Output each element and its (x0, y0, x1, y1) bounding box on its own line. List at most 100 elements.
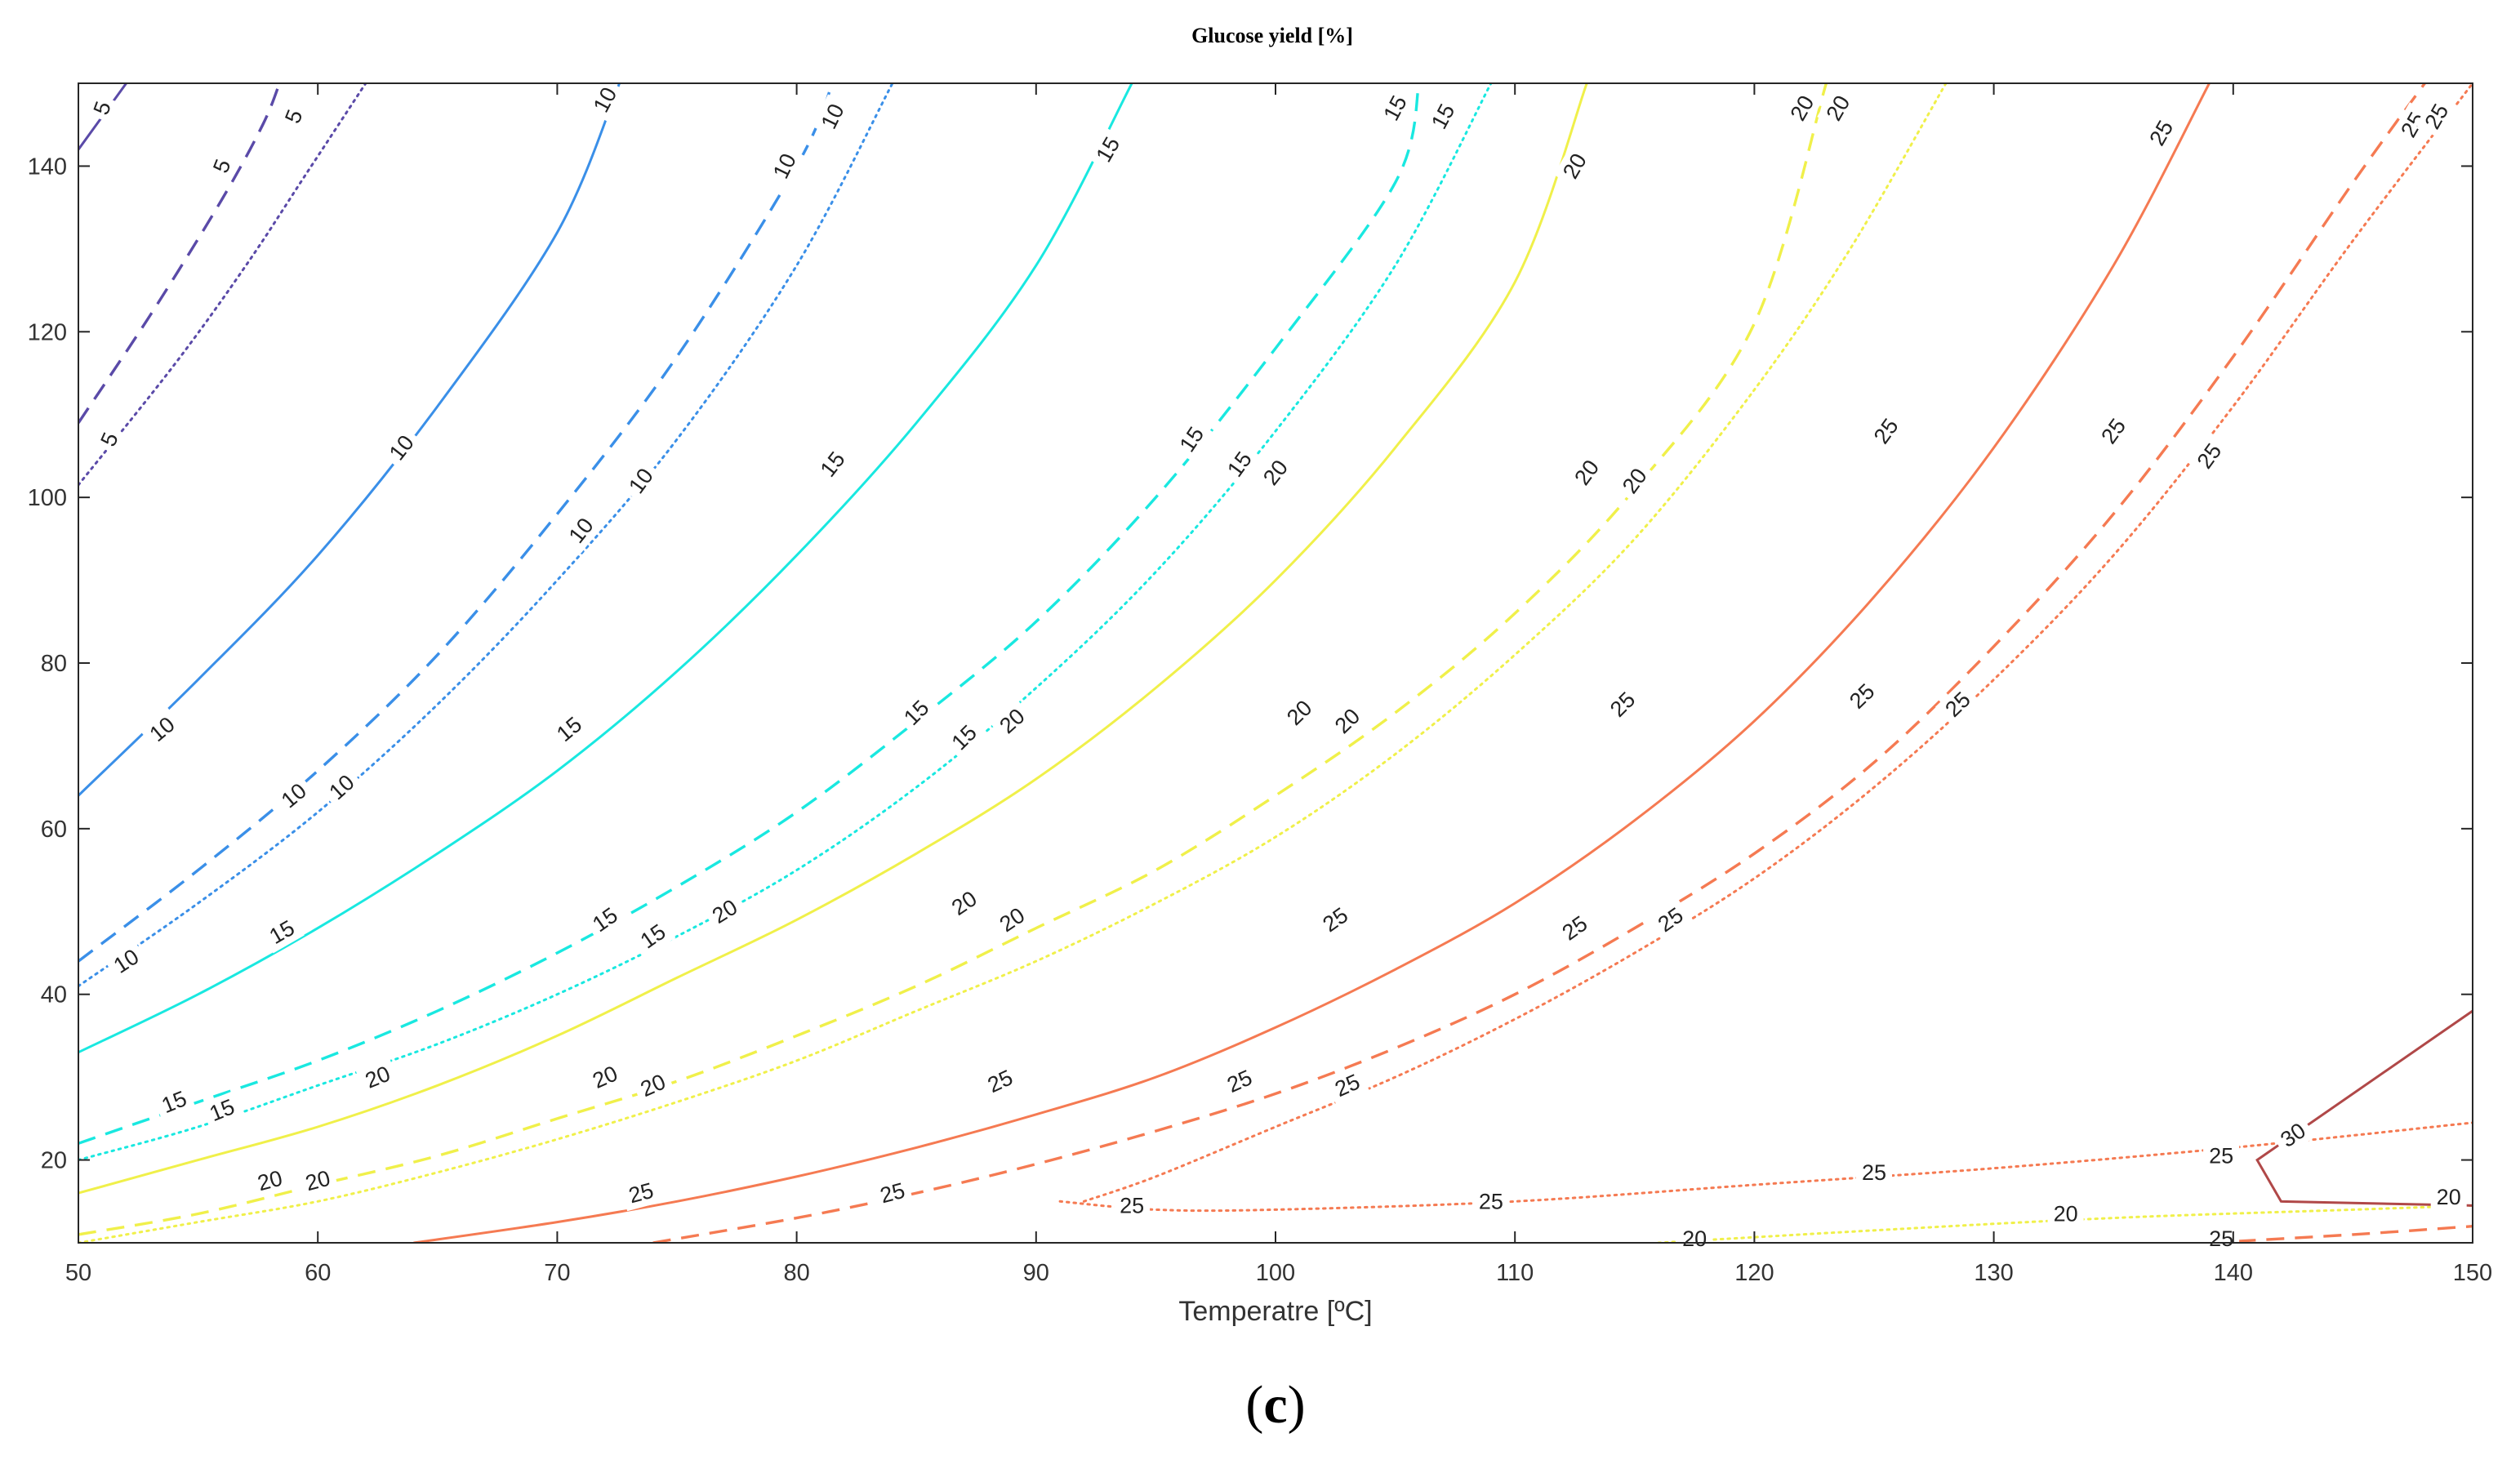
contour-label: 25 (1120, 1193, 1144, 1217)
contour-label-background (893, 690, 939, 736)
contour-label-background (1170, 416, 1213, 462)
contour-label-background (630, 1065, 675, 1106)
contour-label-background (2047, 1200, 2084, 1228)
contour-label-background (1553, 143, 1596, 189)
contour-label-background (1552, 906, 1598, 950)
contour-label-group: 25 (620, 1174, 662, 1212)
contour-label-group: 20 (296, 1162, 339, 1200)
contour-line-25-solid (413, 83, 2211, 1243)
contour-label-group: 5 (92, 423, 127, 456)
contour-line-25-dashed-lower (2209, 1225, 2473, 1243)
contour-label-background (2415, 94, 2458, 140)
contour-line-10-dashed (78, 83, 835, 963)
panel-label: (c) (1245, 1375, 1305, 1435)
contour-label-background (1325, 1065, 1370, 1106)
x-tick-label: 80 (783, 1260, 809, 1286)
contour-line-15-dotted (78, 83, 1493, 1162)
x-tick-label: 50 (65, 1260, 91, 1286)
contour-label-background (1276, 690, 1322, 736)
contour-label-background (139, 706, 185, 752)
contour-label: 20 (2054, 1202, 2078, 1226)
contour-label-background (1114, 1191, 1151, 1220)
contour-label-group: 15 (152, 1082, 197, 1122)
contour-label-group: 20 (2430, 1183, 2467, 1212)
contour-label-background (271, 773, 317, 818)
contour-label-background (989, 898, 1035, 941)
contour-line-10-solid (78, 83, 621, 797)
contour-label-background (1325, 698, 1370, 744)
contour-label-background (701, 890, 748, 933)
contour-label-background (2430, 1183, 2467, 1212)
contour-label-group: 20 (1276, 690, 1322, 736)
contour-label-group: 25 (2091, 408, 2135, 454)
y-tick-label: 80 (41, 651, 67, 677)
contour-label-group: 20 (1253, 449, 1298, 496)
x-tick-label: 100 (1256, 1260, 1295, 1286)
y-tick-label: 120 (28, 319, 67, 345)
contour-label-background (379, 425, 424, 471)
contour-line-5-dotted (78, 83, 367, 487)
contour-line-20-dotted-lower (1657, 1204, 2473, 1243)
contour-label-group: 5 (85, 92, 119, 123)
contour-label: 20 (2437, 1185, 2461, 1209)
panel-label-letter: c (1263, 1375, 1287, 1435)
contour-label-background (205, 150, 239, 182)
contour-label-background (1781, 85, 1823, 131)
contour-label-group: 25 (1114, 1191, 1151, 1220)
contour-label-background (630, 915, 676, 959)
x-tick-label: 130 (1974, 1260, 2013, 1286)
contour-label-background (620, 1174, 662, 1212)
contour-label-background (355, 1057, 400, 1097)
contour-label-group: 25 (2203, 1142, 2240, 1170)
contour-label-background (1600, 682, 1645, 728)
y-tick-label: 20 (41, 1148, 67, 1174)
contour-label: 25 (2209, 1226, 2233, 1251)
contour-label-group: 25 (871, 1174, 914, 1212)
contour-label-background (1935, 682, 1981, 728)
contour-label-group: 25 (1856, 1158, 1892, 1186)
panel-label-open: ( (1245, 1375, 1263, 1435)
contour-label-background (2091, 408, 2135, 454)
contour-line-15-solid (78, 83, 1133, 1054)
contour-label-background (584, 77, 626, 122)
contour-label-background (942, 881, 987, 925)
contour-label-background (1864, 408, 1908, 454)
contour-label-background (248, 1162, 292, 1200)
contour-label: 25 (2209, 1144, 2233, 1168)
contour-label-background (277, 100, 311, 132)
y-tick-label: 40 (41, 982, 67, 1008)
contour-label-background (1312, 897, 1359, 941)
contour-label-background (2187, 433, 2232, 479)
contour-line-30-solid (2255, 1009, 2473, 1207)
contour-label-background (559, 507, 603, 554)
chart-title: Glucose yield [%] (1191, 24, 1353, 47)
contour-label-background (259, 910, 305, 954)
contour-label: 20 (1682, 1226, 1707, 1251)
contour-label-background (546, 706, 592, 752)
contour-label: 25 (1479, 1189, 1503, 1213)
contour-label-group: 5 (205, 150, 239, 182)
contour-line-5-dashed (78, 83, 281, 424)
contour-line-15-dashed (78, 83, 1421, 1145)
contour-label-group: 20 (1553, 143, 1596, 189)
contour-label-group: 10 (318, 764, 365, 810)
contour-label-background (977, 1061, 1022, 1102)
contour-label-background (1565, 449, 1609, 496)
y-tick-label: 60 (41, 817, 67, 843)
contour-label-background (812, 94, 853, 139)
contour-label: 25 (1862, 1160, 1886, 1185)
contour-label-background (1253, 449, 1298, 496)
contour-label-group: 25 (1839, 674, 1885, 719)
contour-label-background (200, 1090, 244, 1130)
plot-area (78, 83, 2473, 1243)
y-tick-label: 100 (28, 485, 67, 511)
contour-line-25-dashed (652, 83, 2426, 1243)
x-axis-ticks: 50 60 70 80 90 100 110 120 130 140 150 (65, 83, 2492, 1286)
contour-label-background (1218, 441, 1262, 487)
x-tick-label: 90 (1023, 1260, 1049, 1286)
contour-label-background (2203, 1142, 2240, 1170)
contour-label-background (2140, 110, 2183, 156)
contour-lines (78, 83, 2473, 1243)
x-tick-label: 110 (1496, 1260, 1534, 1286)
contour-label-background (1217, 1061, 1262, 1102)
